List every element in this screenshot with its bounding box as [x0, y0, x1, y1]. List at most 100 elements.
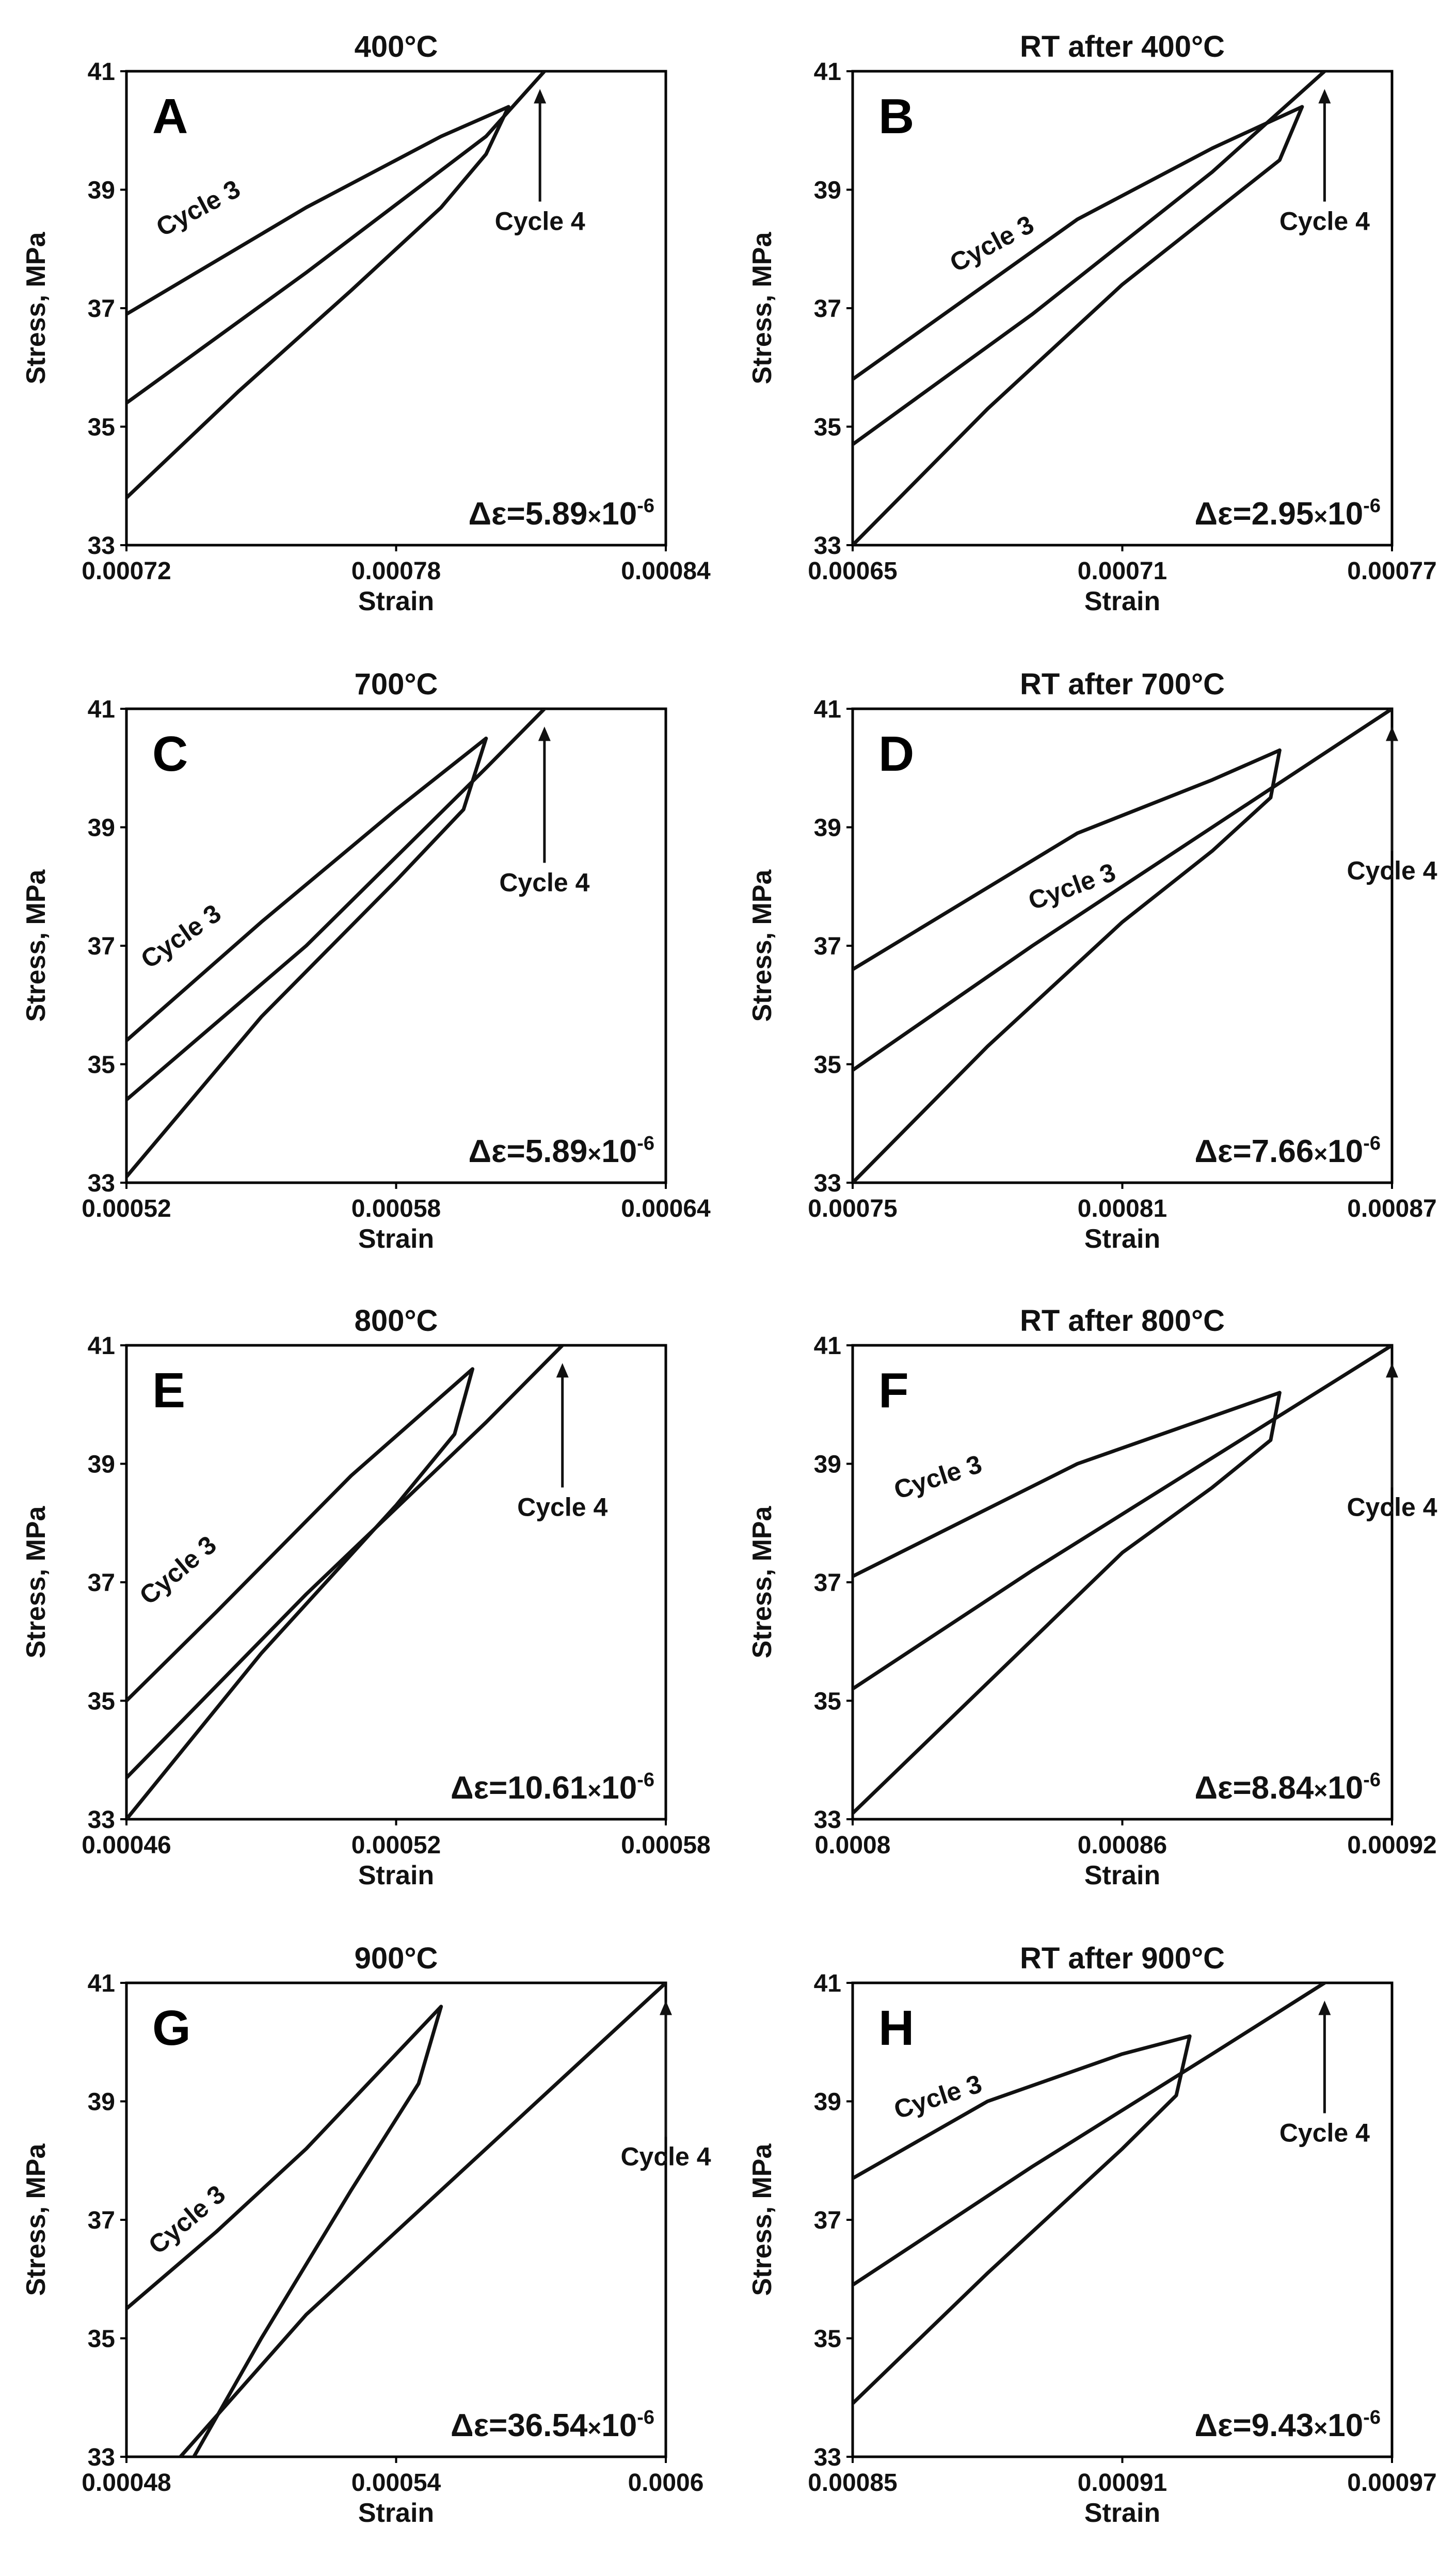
panel-title: 400°C — [355, 30, 438, 63]
delta-part: 10 — [1327, 1134, 1363, 1169]
panel-letter: D — [878, 726, 914, 782]
y-tick-label: 37 — [88, 2207, 115, 2234]
series-cycle-4 — [853, 709, 1392, 1072]
cycle-3-label: Cycle 3 — [143, 2180, 231, 2260]
y-tick-label: 39 — [814, 2089, 841, 2116]
panel-f: RT after 800°C 33 35 37 39 41 0.0008 0.00086 0.0… — [747, 1304, 1437, 1890]
delta-part: Δε=5.89 — [468, 1134, 587, 1169]
y-tick-label: 41 — [814, 696, 841, 723]
panel-letter: B — [878, 89, 914, 144]
y-tick-label: 37 — [88, 1569, 115, 1597]
y-tick-label: 33 — [814, 1806, 841, 1834]
curves — [126, 709, 547, 1179]
y-tick-label: 33 — [814, 1170, 841, 1197]
plot-frame — [125, 707, 667, 1184]
panel-title: RT after 400°C — [1020, 30, 1225, 63]
delta-part: Δε=36.54 — [451, 2408, 588, 2443]
delta-part: × — [587, 503, 601, 530]
x-tick-label: 0.00086 — [1078, 1832, 1167, 1859]
x-axis-label: Strain — [1084, 1224, 1160, 1254]
y-tick-label: 33 — [88, 1170, 115, 1197]
y-tick-label: 33 — [88, 532, 115, 560]
y-axis-label: Stress, MPa — [21, 232, 51, 385]
y-tick-label: 37 — [88, 295, 115, 323]
series-cycle-3-unloading — [126, 736, 488, 1043]
delta-part: -6 — [1363, 2407, 1381, 2428]
y-tick-label: 33 — [88, 1806, 115, 1834]
curves — [126, 1983, 666, 2457]
delta-part: × — [1314, 2414, 1327, 2441]
series-cycle-3-unloading — [126, 1367, 474, 1703]
delta-part: -6 — [1363, 495, 1381, 517]
series-cycle-3-unloading — [853, 748, 1282, 972]
panel-a: 400°C 33 35 37 39 41 0.00072 0.00078 0.00084 Stra… — [21, 30, 711, 616]
curves — [853, 71, 1326, 545]
cycle-4-label: Cycle 4 — [620, 2142, 711, 2171]
x-tick-label: 0.00058 — [621, 1832, 711, 1859]
delta-part: × — [1314, 1777, 1327, 1804]
x-axis-label: Strain — [1084, 586, 1160, 616]
x-tick-label: 0.00071 — [1078, 558, 1167, 585]
y-tick-label: 39 — [814, 1451, 841, 1479]
cycle-4-label: Cycle 4 — [1279, 206, 1370, 235]
x-tick-label: 0.00075 — [808, 1195, 898, 1222]
panel-title: 900°C — [355, 1942, 438, 1975]
x-axis-label: Strain — [1084, 1861, 1160, 1890]
panel-h: RT after 900°C 33 35 37 39 41 0.00085 0.00091 0.… — [747, 1942, 1437, 2528]
series-cycle-4 — [126, 1345, 565, 1780]
y-tick-label: 35 — [88, 414, 115, 441]
series-cycle-3-loading — [126, 1367, 474, 1819]
series-cycle-3-loading — [126, 105, 510, 500]
x-tick-label: 0.00091 — [1078, 2469, 1167, 2497]
x-tick-label: 0.00072 — [82, 558, 171, 585]
cycle-4-arrowhead — [556, 1363, 569, 1378]
panel-letter: F — [878, 1363, 909, 1418]
x-tick-label: 0.00058 — [351, 1195, 441, 1222]
x-tick-label: 0.00048 — [82, 2469, 171, 2497]
delta-part: Δε=2.95 — [1194, 496, 1314, 532]
x-tick-label: 0.00046 — [82, 1832, 171, 1859]
x-tick-label: 0.00052 — [82, 1195, 171, 1222]
x-axis-label: Strain — [358, 586, 434, 616]
y-tick-label: 39 — [88, 1451, 115, 1479]
series-cycle-4 — [853, 1983, 1326, 2287]
delta-epsilon-label: Δε=5.89×10-6 — [468, 495, 654, 532]
y-tick-label: 41 — [88, 1332, 115, 1360]
y-tick-label: 37 — [88, 933, 115, 960]
cycle-4-arrowhead — [1318, 89, 1331, 104]
delta-part: Δε=10.61 — [451, 1770, 587, 1806]
y-tick-label: 37 — [814, 1569, 841, 1597]
y-tick-label: 35 — [814, 2326, 841, 2353]
panel-title: RT after 700°C — [1020, 667, 1225, 701]
x-tick-label: 0.00084 — [621, 558, 711, 585]
x-tick-label: 0.00081 — [1078, 1195, 1167, 1222]
series-cycle-4 — [126, 71, 547, 405]
y-tick-label: 35 — [88, 2326, 115, 2353]
delta-epsilon-label: Δε=5.89×10-6 — [468, 1133, 654, 1169]
delta-part: Δε=8.84 — [1194, 1770, 1314, 1806]
y-tick-label: 41 — [88, 696, 115, 723]
x-tick-label: 0.00092 — [1347, 1832, 1437, 1859]
delta-part: × — [587, 2414, 601, 2441]
y-tick-label: 33 — [88, 2444, 115, 2471]
series-cycle-3-loading — [853, 1391, 1282, 1815]
x-tick-label: 0.00054 — [351, 2469, 441, 2497]
delta-part: × — [587, 1777, 601, 1804]
cycle-4-label: Cycle 4 — [1347, 856, 1437, 885]
curves — [126, 1345, 565, 1819]
delta-part: -6 — [637, 1133, 654, 1154]
cycle-3-label: Cycle 3 — [1025, 857, 1119, 916]
y-axis-label: Stress, MPa — [21, 1506, 51, 1659]
cycle-4-arrowhead — [660, 2000, 672, 2015]
delta-part: 10 — [601, 1134, 637, 1169]
panel-title: 800°C — [355, 1304, 438, 1338]
delta-part: 10 — [1327, 2408, 1363, 2443]
x-tick-label: 0.00085 — [808, 2469, 898, 2497]
series-cycle-3-unloading — [853, 2034, 1192, 2181]
x-axis-label: Strain — [358, 1224, 434, 1254]
delta-part: -6 — [1363, 1133, 1381, 1154]
delta-part: × — [1314, 1140, 1327, 1167]
y-tick-label: 35 — [814, 1052, 841, 1079]
y-tick-label: 41 — [814, 58, 841, 86]
